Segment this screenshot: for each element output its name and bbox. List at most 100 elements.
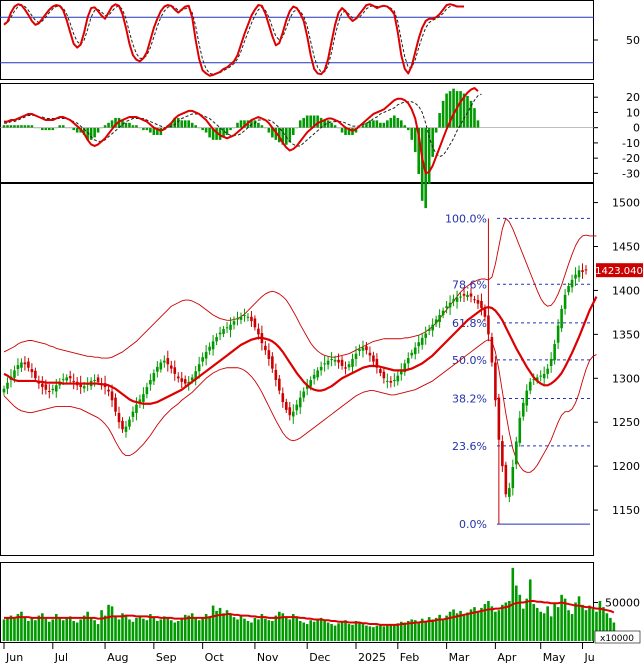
candle-body [212, 341, 215, 349]
candle-body [6, 383, 9, 389]
volume-bar [539, 612, 542, 641]
candle-body [449, 303, 452, 308]
volume-bar [48, 622, 51, 641]
candle-body [72, 381, 75, 382]
candle-body [578, 270, 581, 277]
candle-body [163, 361, 166, 363]
volume-bar [208, 616, 211, 641]
candle-body [128, 420, 131, 427]
macd-histogram-bar [473, 108, 476, 128]
volume-bar [278, 612, 281, 641]
macd-histogram-bar [341, 128, 344, 133]
candle-body [491, 337, 494, 362]
candle-body [574, 275, 577, 279]
macd-histogram-bar [386, 120, 389, 127]
volume-bar [431, 619, 434, 641]
macd-histogram-bar [135, 125, 138, 127]
volume-bar [372, 627, 375, 641]
candle-body [407, 358, 410, 363]
volume-bar [327, 623, 330, 641]
candle-body [480, 301, 483, 308]
volume-bar [173, 623, 176, 641]
candle-body [65, 377, 68, 380]
candle-body [184, 379, 187, 383]
candle-body [240, 317, 243, 320]
candle-body [505, 465, 508, 494]
candle-body [313, 375, 316, 379]
volume-bar [358, 623, 361, 641]
macd-histogram-bar [51, 128, 54, 130]
macd-histogram-bar [76, 128, 79, 133]
candle-body [410, 353, 413, 356]
volume-bar [480, 608, 483, 641]
volume-bar [3, 619, 6, 641]
candle-body [445, 306, 448, 308]
candle-body [166, 358, 169, 364]
volume-bar [581, 605, 584, 641]
macd-histogram-bar [13, 125, 16, 127]
candle-body [438, 315, 441, 322]
volume-bar [100, 610, 103, 641]
macd-histogram-bar [466, 96, 469, 128]
macd-histogram-bar [299, 120, 302, 127]
candle-body [3, 389, 6, 393]
x-tick-label: Nov [257, 651, 279, 664]
fib-level-label: 50.0% [452, 354, 487, 367]
candle-body [48, 391, 51, 392]
current-price-label: 1423.040 [595, 266, 643, 277]
price-y-tick-label: 1350 [612, 328, 640, 341]
macd-histogram-bar [229, 128, 232, 130]
volume-bar [65, 618, 68, 641]
volume-bar [111, 606, 114, 641]
candle-body [250, 317, 253, 321]
macd-histogram-bar [288, 128, 291, 143]
volume-bar [34, 620, 37, 641]
volume-bar [417, 623, 420, 641]
candle-body [452, 299, 455, 301]
macd-histogram-bar [410, 128, 413, 140]
macd-histogram-bar [146, 128, 149, 130]
candle-body [177, 377, 180, 379]
candle-body [285, 402, 288, 410]
candle-body [470, 294, 473, 297]
candle-body [236, 319, 239, 320]
volume-bar [222, 613, 225, 641]
oscillator-y-tick-label: 50 [626, 34, 640, 47]
macd-histogram-bar [180, 120, 183, 127]
candle-body [529, 382, 532, 391]
candle-body [362, 348, 365, 351]
candle-body [121, 421, 124, 429]
candle-body [557, 326, 560, 343]
volume-bar [567, 610, 570, 641]
volume-bar [180, 618, 183, 641]
candle-body [41, 384, 44, 388]
candle-body [295, 405, 298, 411]
volume-bar [107, 605, 110, 641]
macd-histogram-bar [403, 125, 406, 127]
candle-body [498, 398, 501, 440]
candle-body [275, 370, 278, 380]
volume-bar [153, 618, 156, 641]
macd-histogram-bar [132, 125, 135, 127]
volume-bar [121, 613, 124, 641]
candle-body [323, 363, 326, 364]
volume-bar [397, 623, 400, 641]
macd-histogram-bar [236, 123, 239, 128]
volume-bar [72, 621, 75, 641]
macd-histogram-bar [438, 113, 441, 128]
macd-histogram-bar [365, 123, 368, 128]
candle-body [417, 342, 420, 346]
volume-bar [69, 616, 72, 641]
volume-bar [27, 621, 30, 641]
candle-body [358, 349, 361, 351]
candle-body [13, 370, 16, 377]
macd-histogram-bar [442, 101, 445, 128]
volume-bar [132, 622, 135, 641]
candle-body [257, 329, 260, 335]
candle-body [114, 398, 117, 412]
candle-body [142, 394, 145, 402]
macd-histogram-bar [72, 128, 75, 130]
macd-histogram-bar [10, 125, 13, 127]
